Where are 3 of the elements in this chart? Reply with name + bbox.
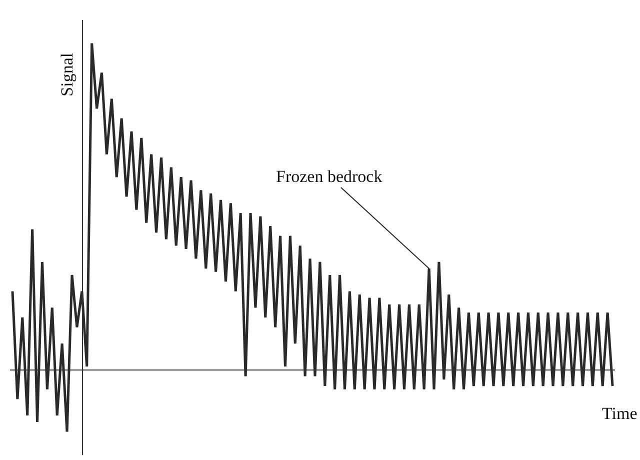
x-axis-title: Time [602, 404, 638, 423]
annotation: Frozen bedrock [276, 167, 383, 186]
y-axis-title: Signal [57, 52, 76, 96]
